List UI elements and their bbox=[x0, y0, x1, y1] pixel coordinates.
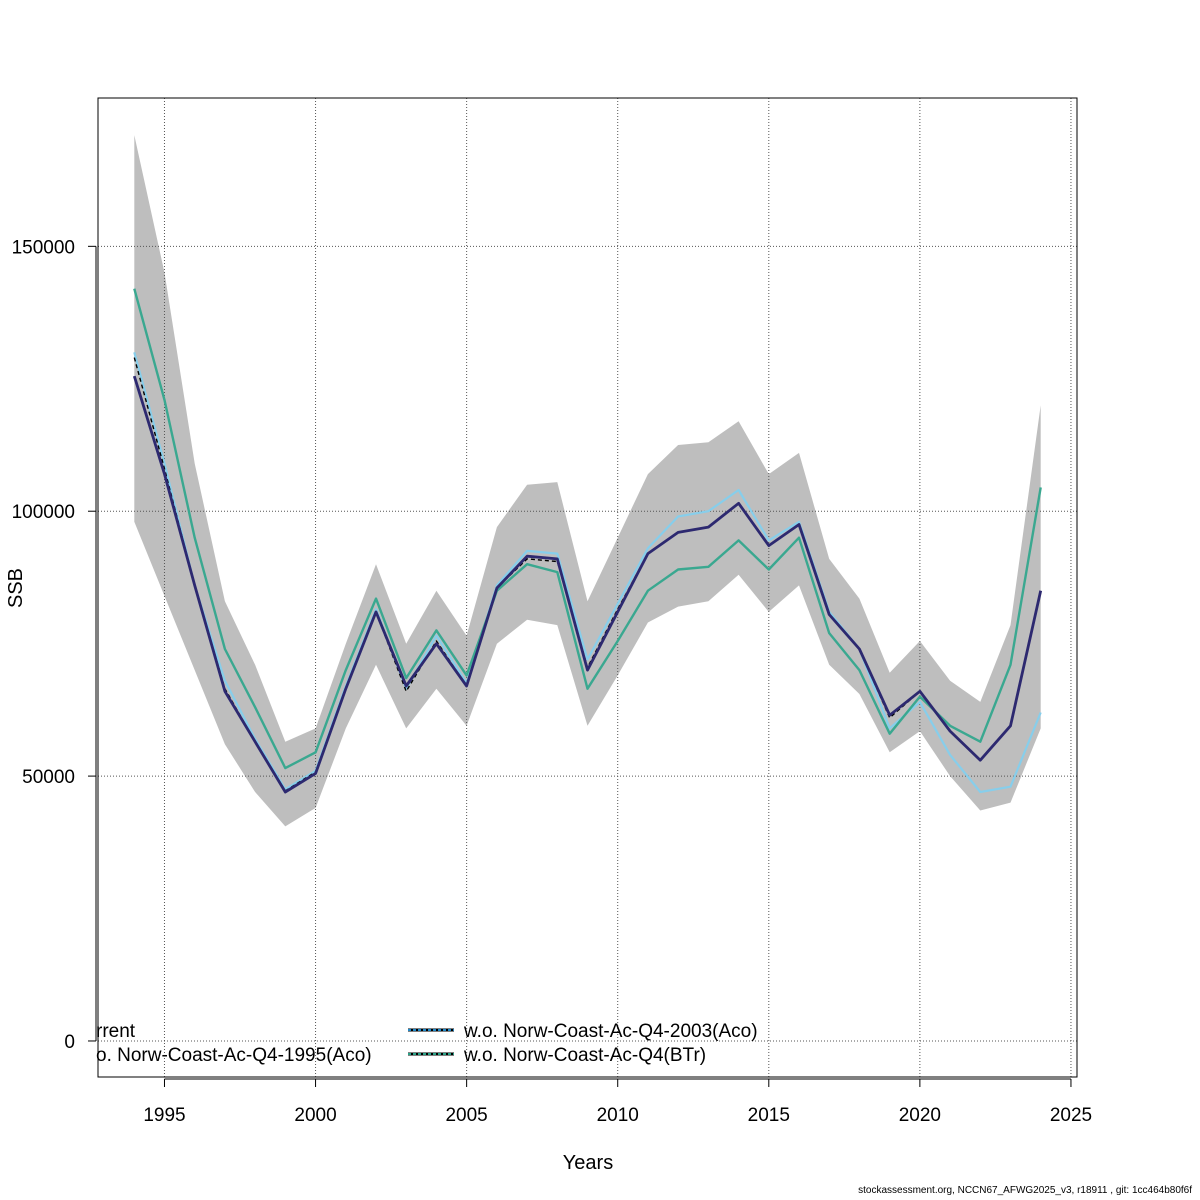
legend-label-3: w.o. Norw-Coast-Ac-Q4(BTr) bbox=[463, 1045, 706, 1066]
plot-frame bbox=[97, 97, 1078, 1078]
legend-label-1: o. Norw-Coast-Ac-Q4-1995(Aco) bbox=[96, 1045, 372, 1066]
x-axis: 1995 2000 2005 2010 2015 2020 2025 bbox=[143, 1078, 1092, 1126]
legend: rrent o. Norw-Coast-Ac-Q4-1995(Aco) w.o. N… bbox=[96, 1021, 758, 1066]
y-axis-title: SSB bbox=[5, 568, 27, 608]
y-axis: 0 50000 100000 150000 bbox=[12, 237, 97, 1053]
grid-layer bbox=[98, 98, 1077, 1077]
x-tick-label-2020: 2020 bbox=[899, 1105, 941, 1126]
x-tick-label-2005: 2005 bbox=[445, 1105, 487, 1126]
x-tick-label-2015: 2015 bbox=[748, 1105, 790, 1126]
x-tick-label-2025: 2025 bbox=[1050, 1105, 1092, 1126]
y-tick-label-50000: 50000 bbox=[22, 767, 75, 788]
series-layer bbox=[132, 288, 1043, 794]
series-line-2 bbox=[133, 288, 1042, 770]
legend-label-2: w.o. Norw-Coast-Ac-Q4-2003(Aco) bbox=[463, 1021, 758, 1042]
y-tick-label-150000: 150000 bbox=[12, 237, 75, 258]
legend-label-0: rrent bbox=[96, 1021, 136, 1042]
series-line-3 bbox=[132, 375, 1043, 794]
x-tick-label-2010: 2010 bbox=[597, 1105, 639, 1126]
footer-credit: stockassessment.org, NCCN67_AFWG2025_v3,… bbox=[858, 1185, 1192, 1196]
y-tick-label-100000: 100000 bbox=[12, 502, 75, 523]
x-axis-title: Years bbox=[563, 1152, 613, 1174]
x-tick-label-1995: 1995 bbox=[143, 1105, 185, 1126]
x-tick-label-2000: 2000 bbox=[294, 1105, 336, 1126]
y-tick-label-0: 0 bbox=[64, 1032, 75, 1053]
